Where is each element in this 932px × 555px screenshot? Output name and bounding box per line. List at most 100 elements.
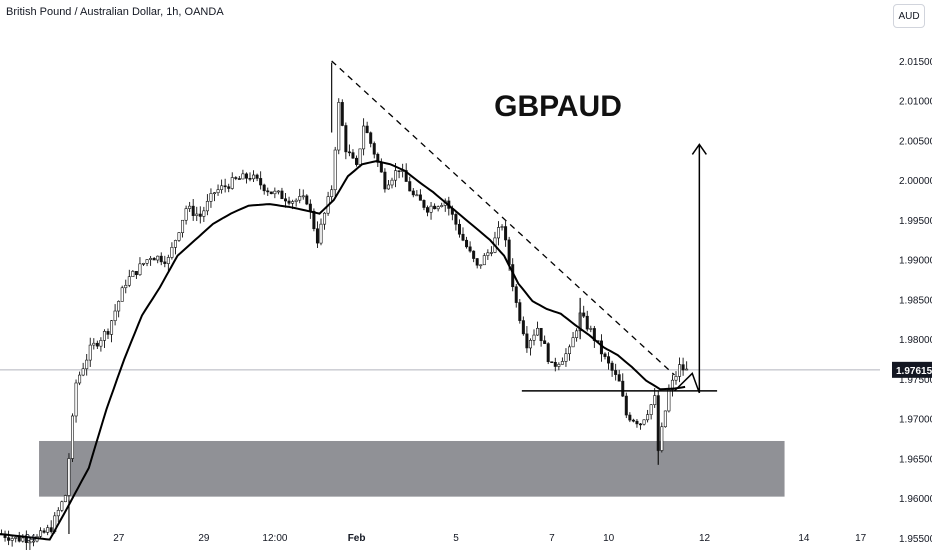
candle	[92, 338, 96, 350]
current-price-badge	[892, 361, 932, 378]
candle-body	[567, 346, 571, 355]
price-tick-label: 1.97000	[899, 415, 932, 426]
candle	[678, 357, 682, 383]
candle-body	[457, 223, 461, 235]
candle-body	[422, 200, 426, 208]
candle-body	[685, 368, 689, 371]
candle-body	[95, 342, 99, 347]
candle-body	[330, 189, 334, 197]
candle	[241, 169, 245, 180]
candle-body	[42, 530, 46, 533]
candle	[273, 187, 277, 199]
candle-body	[465, 239, 469, 248]
candle	[88, 337, 92, 367]
candle	[504, 221, 508, 247]
candle-body	[39, 530, 43, 537]
candle	[99, 337, 103, 352]
candle	[74, 379, 78, 423]
candle-body	[280, 190, 284, 200]
candle-body	[276, 190, 280, 193]
candle-body	[315, 228, 319, 244]
candle-body	[117, 301, 121, 312]
candle-body	[429, 205, 433, 213]
price-tick-label: 2.01000	[899, 97, 932, 108]
candle	[14, 536, 18, 543]
candle-body	[85, 359, 89, 370]
candle	[539, 327, 543, 347]
candle	[468, 241, 472, 253]
candle-body	[667, 389, 671, 412]
candle	[31, 537, 35, 547]
candle	[660, 422, 664, 453]
candle	[397, 170, 401, 179]
candle	[553, 357, 557, 372]
candle	[220, 179, 224, 194]
time-tick-label: 12:00	[262, 533, 287, 544]
candle-body	[195, 213, 199, 216]
projection-path	[673, 144, 701, 394]
candle-body	[184, 208, 188, 221]
candle	[592, 325, 596, 348]
candle-body	[170, 247, 174, 258]
candle-body	[166, 257, 170, 264]
candle	[276, 190, 280, 195]
price-tick-label: 1.99500	[899, 216, 932, 227]
currency-badge[interactable]: AUD	[893, 4, 925, 28]
candle	[301, 189, 305, 200]
candle	[543, 335, 547, 344]
projection-arrowhead	[691, 143, 707, 155]
time-tick-label: 24	[24, 533, 36, 544]
candle	[184, 205, 188, 225]
candle-body	[78, 374, 82, 384]
candle-body	[461, 233, 465, 241]
candle	[49, 520, 53, 534]
candle-body	[351, 152, 355, 159]
candle	[358, 148, 362, 168]
candle	[500, 224, 504, 231]
candle	[550, 361, 554, 364]
candle-body	[223, 185, 227, 188]
candle	[85, 354, 89, 376]
candle-body	[88, 344, 92, 361]
candle-body	[660, 426, 664, 451]
candle-body	[209, 193, 213, 202]
candle	[646, 409, 650, 423]
price-tick-label: 1.96500	[899, 454, 932, 465]
candle-body	[433, 205, 437, 210]
candle-body	[543, 340, 547, 344]
candle-body	[74, 382, 78, 417]
candle	[489, 246, 493, 257]
candle	[149, 255, 153, 266]
candle	[472, 250, 476, 263]
candle-body	[262, 184, 266, 192]
candle	[113, 304, 117, 326]
candle	[354, 155, 358, 167]
candle	[188, 201, 192, 212]
candle	[528, 338, 532, 356]
candle	[454, 212, 458, 231]
candle-body	[21, 537, 25, 542]
candle-body	[138, 263, 142, 276]
time-tick-label: 17	[855, 533, 867, 544]
candle	[347, 144, 351, 157]
candle	[124, 279, 128, 294]
candle	[379, 158, 383, 173]
candle-body	[365, 125, 369, 134]
candle-body	[678, 364, 682, 377]
candle-body	[408, 181, 412, 192]
candle	[465, 236, 469, 249]
candle-body	[386, 184, 390, 190]
candle-body	[294, 199, 298, 202]
candle	[283, 192, 287, 208]
candle-body	[205, 201, 209, 212]
candle-body	[145, 259, 149, 264]
candle	[479, 264, 483, 269]
candle	[599, 334, 603, 362]
candle	[575, 328, 579, 342]
candle	[628, 412, 632, 423]
candle-body	[127, 276, 131, 286]
candle-body	[237, 178, 241, 180]
candle	[323, 212, 327, 230]
candle-body	[244, 173, 248, 179]
